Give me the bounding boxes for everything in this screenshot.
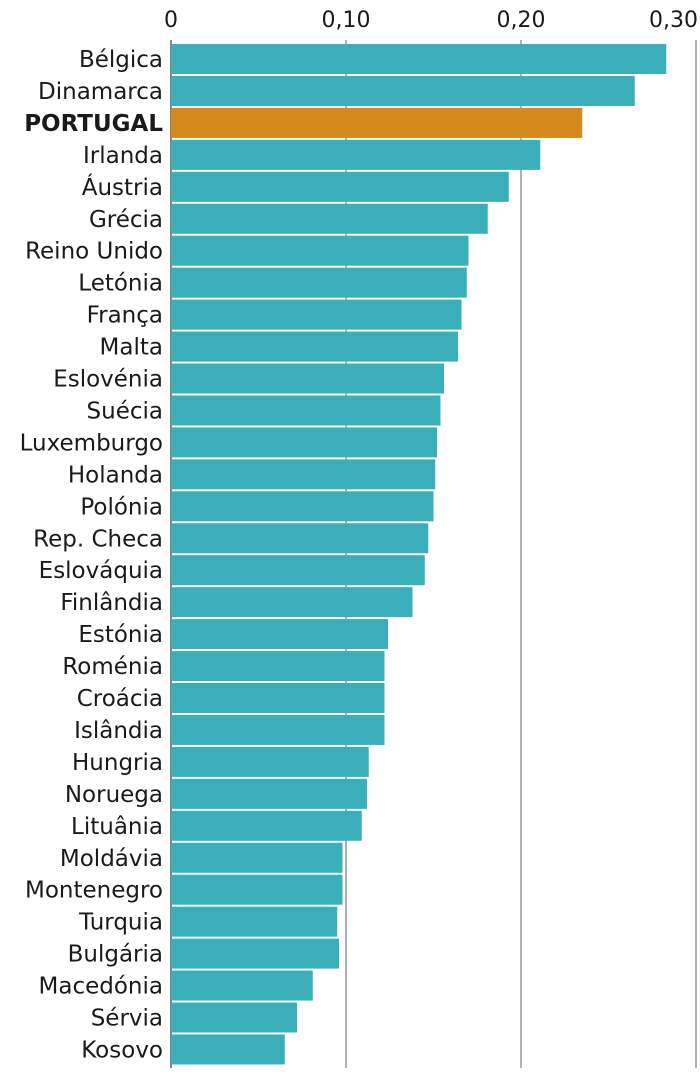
bar-25 (171, 842, 343, 873)
category-label-25: Moldávia (60, 846, 163, 872)
bar-6 (171, 235, 469, 266)
category-label-21: Islândia (74, 718, 163, 744)
category-label-9: Malta (100, 335, 163, 361)
category-label-3: Irlanda (83, 143, 163, 169)
bar-0 (171, 44, 667, 74)
category-label-27: Turquia (78, 910, 163, 936)
tick-label-2: 0,20 (497, 8, 546, 33)
category-label-11: Suécia (87, 398, 163, 424)
bar-4 (171, 171, 509, 202)
bar-3 (171, 139, 541, 170)
category-label-24: Lituânia (71, 814, 163, 840)
bar-15 (171, 523, 429, 554)
category-labels: Bélgica Dinamarca PORTUGAL Irlanda Áustria Gr… (20, 47, 164, 1063)
category-label-30: Sérvia (91, 1006, 163, 1032)
bar-31 (171, 1034, 285, 1065)
bar-8 (171, 299, 462, 330)
bar-1 (171, 75, 635, 106)
bar-10 (171, 363, 444, 394)
category-label-23: Noruega (65, 782, 163, 808)
bars (171, 44, 667, 1065)
bar-11 (171, 395, 441, 426)
category-label-7: Letónia (78, 271, 163, 297)
category-label-17: Finlândia (60, 590, 163, 616)
bar-2 (171, 107, 583, 138)
category-label-10: Eslovénia (53, 367, 163, 393)
bar-20 (171, 683, 385, 713)
category-label-16: Eslováquia (39, 558, 163, 584)
category-label-8: França (87, 303, 163, 329)
category-label-2: PORTUGAL (24, 111, 163, 137)
bar-17 (171, 587, 413, 618)
category-label-28: Bulgária (68, 942, 163, 968)
bar-13 (171, 459, 436, 490)
category-label-1: Dinamarca (38, 79, 163, 105)
bar-9 (171, 331, 458, 362)
category-label-18: Estónia (78, 622, 163, 648)
category-label-4: Áustria (82, 173, 163, 201)
bar-18 (171, 619, 388, 650)
bar-5 (171, 203, 488, 234)
bar-29 (171, 970, 313, 1001)
category-label-0: Bélgica (79, 47, 163, 73)
category-label-20: Croácia (77, 686, 163, 712)
bar-30 (171, 1002, 297, 1033)
category-label-14: Polónia (80, 494, 163, 520)
category-label-13: Holanda (68, 462, 163, 488)
bar-27 (171, 906, 338, 937)
x-axis-ticks: 0 0,10 0,20 0,30 (164, 8, 698, 33)
bar-7 (171, 267, 467, 298)
category-label-22: Hungria (72, 750, 163, 776)
category-label-6: Reino Unido (25, 239, 163, 265)
bar-16 (171, 555, 425, 586)
bar-22 (171, 746, 369, 777)
category-label-15: Rep. Checa (33, 526, 163, 552)
bar-12 (171, 427, 437, 458)
tick-label-1: 0,10 (322, 8, 371, 33)
bar-23 (171, 778, 367, 809)
bar-19 (171, 651, 385, 682)
category-label-19: Roménia (62, 654, 163, 680)
bar-26 (171, 874, 343, 905)
category-label-26: Montenegro (25, 878, 163, 904)
bar-14 (171, 491, 434, 522)
tick-label-3: 0,30 (649, 8, 698, 33)
bar-28 (171, 938, 339, 969)
tick-label-0: 0 (164, 8, 178, 33)
category-label-31: Kosovo (81, 1037, 163, 1063)
bar-21 (171, 714, 385, 745)
category-label-29: Macedónia (39, 974, 163, 1000)
category-label-5: Grécia (89, 207, 163, 233)
category-label-12: Luxemburgo (20, 430, 163, 456)
bar-24 (171, 810, 362, 841)
